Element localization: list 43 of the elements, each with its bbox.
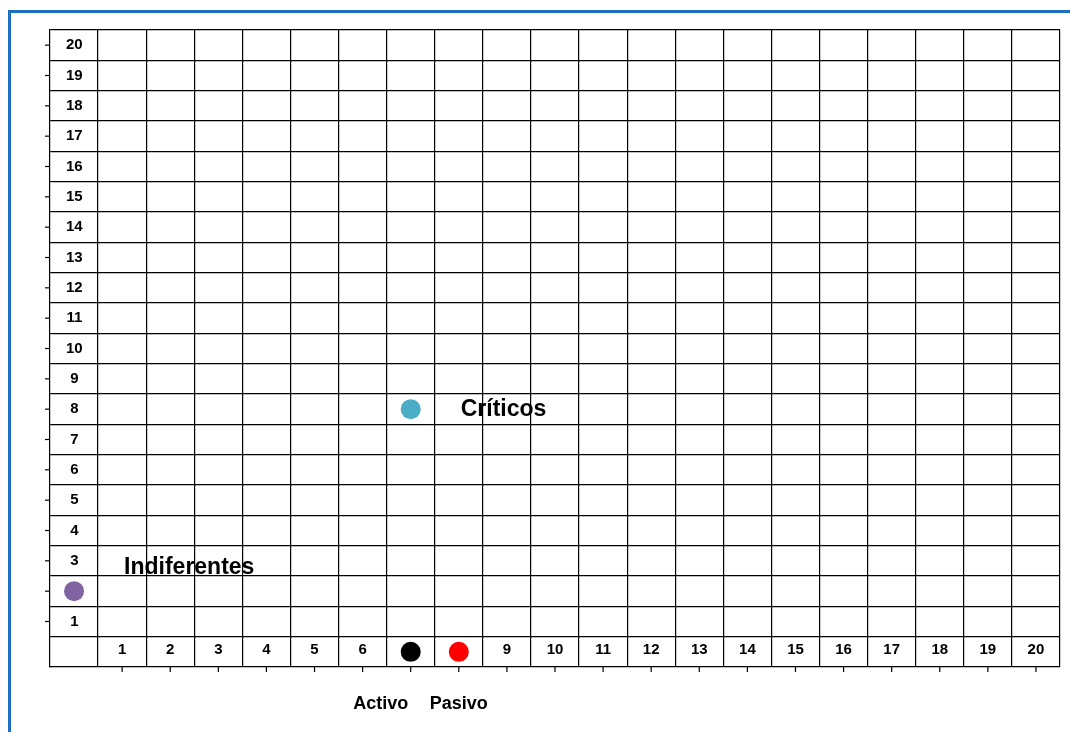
- text: Pasivo: [429, 692, 488, 713]
- x-tick-label: 19: [979, 640, 997, 658]
- y-tick-label: 14: [66, 217, 84, 235]
- point: [400, 399, 421, 420]
- x-tick-label: 2: [166, 640, 175, 658]
- y-tick-label: 8: [70, 399, 79, 417]
- x-tick-label: 10: [546, 640, 564, 658]
- x-tick-label: 17: [883, 640, 901, 658]
- y-tick-label: 18: [66, 95, 83, 113]
- y-tick-label: 12: [66, 277, 83, 295]
- x-tick-label: 1: [117, 640, 127, 658]
- y-tick-label: 10: [66, 338, 83, 356]
- x-tick-label: 16: [835, 640, 852, 658]
- x-tick-label: 20: [1027, 640, 1045, 658]
- x-tick-label: 11: [595, 640, 612, 658]
- x-tick-label: 3: [214, 640, 223, 658]
- y-tick-label: 1: [70, 611, 79, 629]
- x-tick-label: 12: [642, 640, 660, 658]
- y-tick-label: 4: [70, 520, 80, 538]
- x-tick-label: 15: [787, 640, 804, 658]
- x-tick-label: 6: [358, 640, 367, 658]
- point: [64, 581, 85, 602]
- x-tick-label: 14: [739, 640, 757, 658]
- y-tick-label: 9: [70, 368, 79, 386]
- y-tick-label: 19: [66, 65, 83, 83]
- y-tick-label: 7: [70, 429, 79, 447]
- x-tick-label: 4: [262, 640, 272, 658]
- x-tick-label: 9: [502, 640, 512, 658]
- y-tick-label: 16: [66, 156, 83, 174]
- y-tick-label: 20: [66, 35, 83, 53]
- y-tick-label: 17: [66, 126, 83, 144]
- x-tick-label: 13: [690, 640, 708, 658]
- y-tick-label: 3: [70, 550, 79, 568]
- y-tick-label: 5: [70, 490, 79, 508]
- y-tick-label: 11: [66, 308, 83, 326]
- x-tick-label: 5: [310, 640, 319, 658]
- y-tick-label: 6: [70, 459, 79, 477]
- point: [448, 641, 469, 662]
- x-tick-label: 18: [931, 640, 949, 658]
- y-tick-label: 13: [66, 247, 83, 265]
- y-tick-label: 15: [66, 186, 83, 204]
- series-label: Activo: [353, 692, 409, 713]
- point: [400, 641, 421, 662]
